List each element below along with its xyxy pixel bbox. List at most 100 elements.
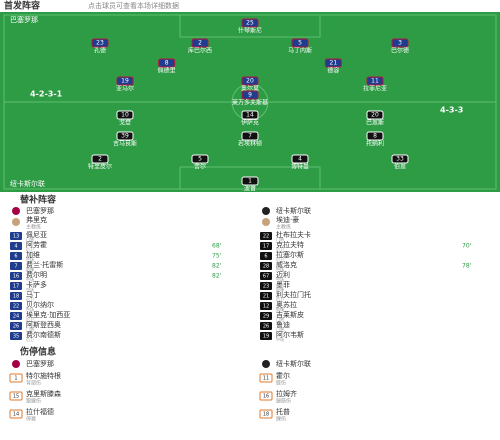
player-name[interactable]: 波普 [244,185,256,193]
sub-name[interactable]: 拉塞尔斯 [276,250,304,259]
number-badge[interactable] [10,282,22,290]
sub-name[interactable]: 贝尔纳尔 [26,300,54,309]
player-number[interactable]: 21 [330,60,338,67]
sub-number[interactable]: 24 [13,314,19,320]
number-badge[interactable] [10,292,22,300]
sub-name[interactable]: 奥苏拉 [276,300,297,309]
player-name[interactable]: 莱万多夫斯基 [232,99,268,107]
number-badge[interactable] [10,242,22,250]
number-badge[interactable] [260,332,272,340]
player-number[interactable]: 19 [121,78,129,85]
player-jersey[interactable] [241,176,259,186]
player-name[interactable]: 佩德里 [158,67,176,75]
player-number[interactable]: 5 [198,156,202,163]
player-number[interactable]: 11 [371,78,379,85]
player-jersey[interactable] [158,58,176,68]
player-number[interactable]: 20 [246,78,254,85]
player-jersey[interactable] [241,76,259,86]
sub-number[interactable]: 26 [13,324,19,330]
player-jersey[interactable] [241,90,259,100]
sub-number[interactable]: 28 [263,264,269,270]
player-jersey[interactable] [91,38,109,48]
player-name[interactable]: 戈登 [119,119,131,127]
player-name[interactable]: 巴尔德 [391,47,409,55]
player-jersey[interactable] [241,18,259,28]
player-number[interactable]: 2 [98,156,102,163]
player-jersey[interactable] [324,58,342,68]
player-number[interactable]: 3 [398,40,402,47]
number-badge[interactable] [260,252,272,260]
sub-name[interactable]: 墨菲 [276,280,290,289]
player-number[interactable]: 4 [298,156,302,163]
sub-number[interactable]: 18 [13,294,19,300]
player-name[interactable]: 库巴尔西 [188,47,212,55]
player-name[interactable]: 奥尔莫 [241,85,259,93]
player-name[interactable]: 什琴斯尼 [238,27,262,35]
sub-number[interactable]: 22 [13,304,19,310]
player-number[interactable]: 20 [371,112,379,119]
sub-name[interactable]: 费尔南德斯 [26,330,61,339]
number-badge[interactable] [260,322,272,330]
player-number[interactable]: 1 [248,178,252,185]
sub-name[interactable]: 加维 [26,250,40,259]
number-badge[interactable] [10,332,22,340]
number-badge[interactable] [260,232,272,240]
number-badge[interactable] [260,312,272,320]
player-name[interactable]: 托纳利 [366,140,384,148]
player-number[interactable]: 9 [248,92,252,99]
sub-name[interactable]: 威洛克 [276,260,297,269]
player-jersey[interactable] [391,38,409,48]
sub-name[interactable]: 克拉夫特 [276,240,304,249]
sub-number[interactable]: 26 [263,324,269,330]
player-name[interactable]: 若埃林顿 [238,140,262,148]
sub-number[interactable]: 12 [263,304,269,310]
player-name[interactable]: 博特曼 [291,163,309,171]
sub-number[interactable]: 22 [263,234,269,240]
player-jersey[interactable] [291,154,309,164]
player-name[interactable]: 孔德 [94,47,106,55]
player-jersey[interactable] [366,131,384,141]
sub-name[interactable]: 阿劳霍 [26,240,47,249]
player-jersey[interactable] [366,110,384,120]
sub-number[interactable]: 17 [13,284,19,290]
player-number[interactable]: 39 [121,133,129,140]
player-number[interactable]: 7 [248,133,252,140]
player-number[interactable]: 5 [298,40,302,47]
sub-name[interactable]: 吉莱斯皮 [276,310,304,319]
sub-name[interactable]: 阿斯登西奥 [26,320,61,329]
player-number[interactable]: 8 [373,133,377,140]
player-name[interactable]: 吉马良斯 [113,140,137,148]
player-name[interactable]: 舍尔 [194,163,206,171]
number-badge[interactable] [10,312,22,320]
player-jersey[interactable] [291,38,309,48]
sub-number[interactable]: 16 [13,274,19,280]
player-jersey[interactable] [91,154,109,164]
sub-number[interactable]: 13 [13,234,19,240]
sub-name[interactable]: 杜布拉夫卡 [276,230,311,239]
player-number[interactable]: 25 [246,20,254,27]
number-badge[interactable] [260,272,272,280]
player-name[interactable]: 巴恩斯 [366,119,384,127]
player-jersey[interactable] [241,110,259,120]
player-number[interactable]: 8 [165,60,169,67]
player-name[interactable]: 亚马尔 [116,85,134,93]
sub-name[interactable]: 佩尼亚 [26,230,47,239]
sub-number[interactable]: 23 [263,284,269,290]
sub-name[interactable]: 利夫拉门托 [276,290,311,299]
player-number[interactable]: 2 [198,40,202,47]
player-jersey[interactable] [241,131,259,141]
number-badge[interactable] [10,322,22,330]
number-badge[interactable] [260,292,272,300]
sub-name[interactable]: 费尔明 [26,270,47,279]
number-badge[interactable] [10,232,22,240]
sub-name[interactable]: 阿尔韦斯 [276,330,304,339]
sub-number[interactable]: 7 [14,264,17,270]
sub-name[interactable]: 费兰·托雷斯 [26,260,63,269]
player-jersey[interactable] [116,110,134,120]
player-jersey[interactable] [116,76,134,86]
number-badge[interactable] [10,252,22,260]
number-badge[interactable] [10,272,22,280]
sub-name[interactable]: 马丁 [26,291,40,299]
player-number[interactable]: 23 [96,40,104,47]
sub-number[interactable]: 29 [263,314,269,320]
